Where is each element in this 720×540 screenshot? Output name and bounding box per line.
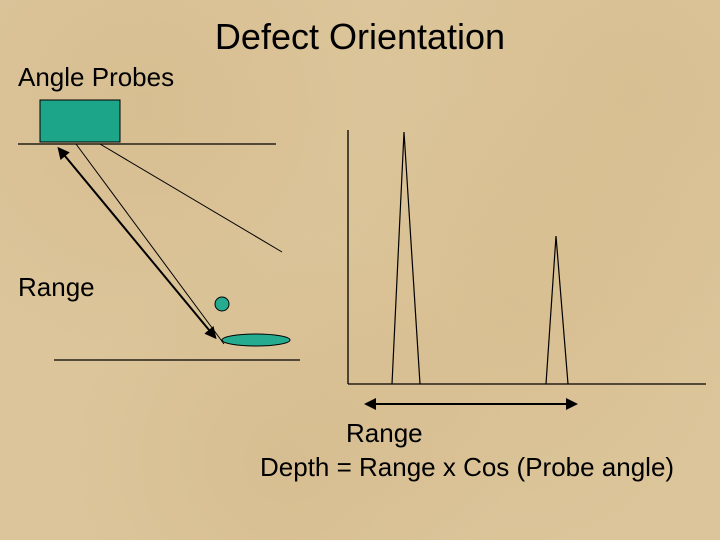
beam-line-1 <box>76 144 224 344</box>
slide-title: Defect Orientation <box>0 16 720 58</box>
beam-line-2 <box>100 144 282 252</box>
subtitle: Angle Probes <box>18 62 174 93</box>
defect-dot <box>215 297 229 311</box>
probe-rect <box>40 100 120 142</box>
range-label-left: Range <box>18 272 95 303</box>
defect-ellipse <box>222 334 290 346</box>
ascan-peak-1 <box>392 132 420 384</box>
depth-formula: Depth = Range x Cos (Probe angle) <box>260 452 674 483</box>
range-arrow-diagonal <box>60 150 214 336</box>
range-label-bottom: Range <box>346 418 423 449</box>
ascan-peak-2 <box>546 236 568 384</box>
